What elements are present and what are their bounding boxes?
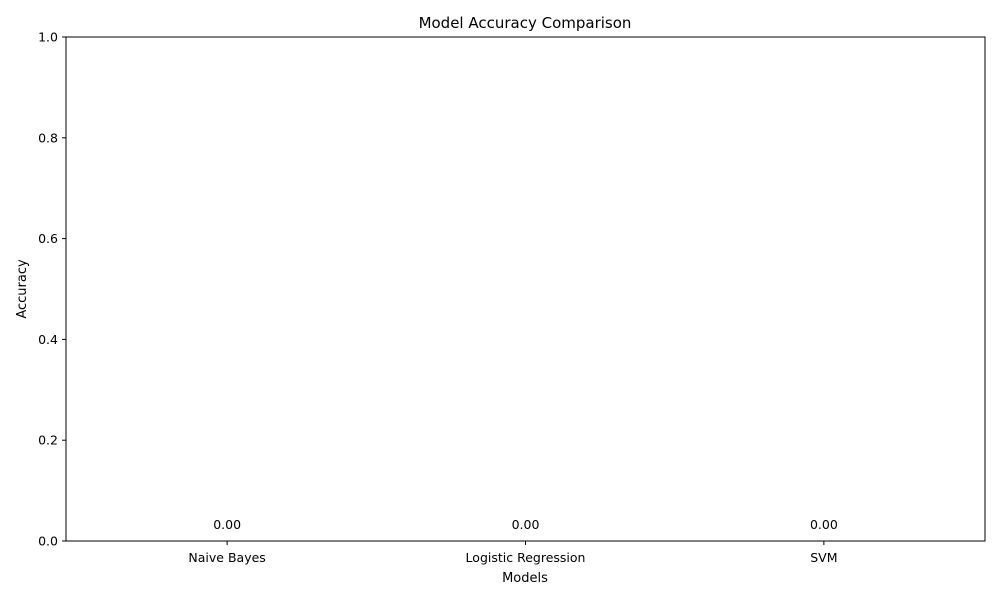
bar-value-label: 0.00 bbox=[213, 517, 241, 532]
x-tick-label: Logistic Regression bbox=[466, 550, 586, 565]
y-tick-label: 1.0 bbox=[38, 30, 58, 45]
x-tick-label: Naive Bayes bbox=[188, 550, 265, 565]
y-tick-label: 0.4 bbox=[38, 332, 58, 347]
data-labels-layer: 0.00 0.00 0.00 bbox=[213, 517, 838, 532]
bar-value-label: 0.00 bbox=[810, 517, 838, 532]
chart-title: Model Accuracy Comparison bbox=[419, 14, 632, 32]
y-tick-label: 0.8 bbox=[38, 130, 58, 145]
x-axis-label: Models bbox=[502, 571, 548, 586]
ticks-layer: 0.0 0.2 0.4 0.6 0.8 1.0 Naive Bayes Logistic Re… bbox=[38, 30, 837, 566]
y-tick-label: 0.2 bbox=[38, 433, 58, 448]
x-tick-label: SVM bbox=[810, 550, 837, 565]
y-tick-label: 0.6 bbox=[38, 231, 58, 246]
bar-value-label: 0.00 bbox=[512, 517, 540, 532]
y-axis-label: Accuracy bbox=[15, 259, 30, 319]
plot-area-frame bbox=[65, 36, 986, 542]
y-tick-label: 0.0 bbox=[38, 534, 58, 549]
